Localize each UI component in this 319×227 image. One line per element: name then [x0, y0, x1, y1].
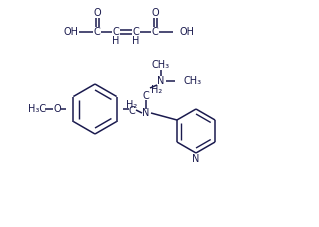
Text: OH: OH: [179, 27, 194, 37]
Text: H₂: H₂: [126, 100, 137, 110]
Text: H₂: H₂: [151, 85, 162, 95]
Text: C: C: [143, 91, 149, 101]
Text: H: H: [132, 36, 140, 46]
Text: O: O: [93, 8, 101, 18]
Text: C: C: [152, 27, 158, 37]
Text: H: H: [112, 36, 120, 46]
Text: N: N: [157, 76, 165, 86]
Text: C: C: [113, 27, 119, 37]
Text: OH: OH: [63, 27, 78, 37]
Text: C: C: [133, 27, 139, 37]
Text: CH₃: CH₃: [152, 60, 170, 70]
Text: CH₃: CH₃: [183, 76, 201, 86]
Text: C: C: [129, 106, 135, 116]
Text: N: N: [192, 154, 200, 164]
Text: O: O: [151, 8, 159, 18]
Text: C: C: [93, 27, 100, 37]
Text: O: O: [53, 104, 61, 114]
Text: N: N: [142, 108, 150, 118]
Text: H₃C: H₃C: [28, 104, 46, 114]
